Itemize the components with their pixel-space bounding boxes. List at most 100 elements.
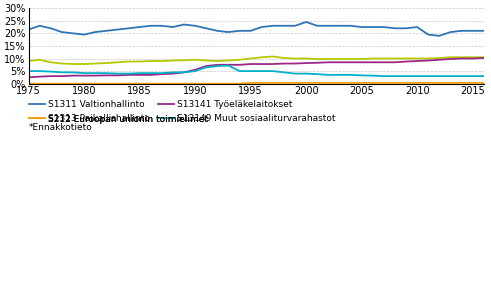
S212 Euroopan unionin toimielimet [136,82,142,85]
S13141 Työeläkelaitokset [114,74,120,77]
S212 Euroopan unionin toimielimet [170,82,176,85]
S13149 Muut sosiaaliturvarahastot [281,71,287,74]
S1313 Paikallishallinto [70,62,76,66]
S1311 Valtionhallinto [459,29,464,33]
S1311 Valtionhallinto [425,33,431,36]
S13141 Työeläkelaitokset [103,74,109,77]
S1313 Paikallishallinto [37,58,43,62]
S13149 Muut sosiaaliturvarahastot [370,74,376,78]
S1311 Valtionhallinto [358,25,364,29]
S1311 Valtionhallinto [136,25,142,29]
S13141 Työeläkelaitokset [170,72,176,75]
S212 Euroopan unionin toimielimet [148,82,154,85]
S13141 Työeläkelaitokset [136,73,142,77]
S212 Euroopan unionin toimielimet [59,82,65,85]
S1311 Valtionhallinto [381,25,387,29]
S1311 Valtionhallinto [436,34,442,38]
S1313 Paikallishallinto [203,59,209,62]
S1311 Valtionhallinto [303,20,309,24]
S1311 Valtionhallinto [192,24,198,28]
S13149 Muut sosiaaliturvarahastot [59,71,65,74]
S212 Euroopan unionin toimielimet [314,81,320,85]
S13141 Työeläkelaitokset [381,61,387,64]
S13149 Muut sosiaaliturvarahastot [336,73,342,77]
S1311 Valtionhallinto [159,24,165,28]
S13141 Työeläkelaitokset [481,56,487,60]
S212 Euroopan unionin toimielimet [358,81,364,85]
S13149 Muut sosiaaliturvarahastot [181,71,187,74]
Line: S13141 Työeläkelaitokset: S13141 Työeläkelaitokset [28,58,484,77]
S13141 Työeläkelaitokset [203,64,209,68]
S1313 Paikallishallinto [336,57,342,61]
S212 Euroopan unionin toimielimet [81,82,87,85]
S13141 Työeläkelaitokset [181,71,187,74]
S1311 Valtionhallinto [392,26,398,30]
S1311 Valtionhallinto [181,23,187,26]
S13149 Muut sosiaaliturvarahastot [403,74,409,78]
S1313 Paikallishallinto [392,57,398,60]
S1313 Paikallishallinto [370,57,376,60]
S1311 Valtionhallinto [48,26,54,30]
S13149 Muut sosiaaliturvarahastot [459,74,464,78]
S212 Euroopan unionin toimielimet [326,81,331,85]
S13141 Työeläkelaitokset [37,75,43,78]
S1313 Paikallishallinto [459,55,464,59]
S13141 Työeläkelaitokset [215,63,220,67]
S13141 Työeläkelaitokset [303,61,309,65]
S1311 Valtionhallinto [59,30,65,34]
S1311 Valtionhallinto [281,24,287,28]
S1313 Paikallishallinto [292,57,298,60]
S1311 Valtionhallinto [170,25,176,29]
S1313 Paikallishallinto [48,61,54,64]
S212 Euroopan unionin toimielimet [348,81,354,85]
S1311 Valtionhallinto [81,33,87,36]
S13149 Muut sosiaaliturvarahastot [26,69,31,73]
S13141 Työeläkelaitokset [348,61,354,64]
S212 Euroopan unionin toimielimet [392,81,398,85]
S13149 Muut sosiaaliturvarahastot [414,74,420,78]
S13141 Työeläkelaitokset [26,75,31,79]
S13141 Työeläkelaitokset [247,62,253,66]
S1313 Paikallishallinto [170,59,176,62]
S13141 Työeläkelaitokset [259,62,265,66]
S212 Euroopan unionin toimielimet [270,81,276,85]
S1311 Valtionhallinto [259,25,265,29]
S212 Euroopan unionin toimielimet [336,81,342,85]
S212 Euroopan unionin toimielimet [281,81,287,85]
S13141 Työeläkelaitokset [192,68,198,72]
S212 Euroopan unionin toimielimet [225,82,231,85]
S1311 Valtionhallinto [103,29,109,33]
S1311 Valtionhallinto [326,24,331,28]
Legend: S212 Euroopan unionin toimielimet: S212 Euroopan unionin toimielimet [28,115,209,124]
S13141 Työeläkelaitokset [70,74,76,78]
S1311 Valtionhallinto [70,32,76,35]
S13149 Muut sosiaaliturvarahastot [303,72,309,75]
S13141 Työeläkelaitokset [436,58,442,62]
S212 Euroopan unionin toimielimet [192,82,198,85]
S212 Euroopan unionin toimielimet [126,82,132,85]
S1313 Paikallishallinto [270,55,276,58]
S13149 Muut sosiaaliturvarahastot [92,71,98,75]
S13141 Työeläkelaitokset [425,59,431,62]
S13141 Työeläkelaitokset [392,61,398,64]
S1311 Valtionhallinto [126,26,132,30]
S13149 Muut sosiaaliturvarahastot [470,74,476,78]
S13149 Muut sosiaaliturvarahastot [48,70,54,73]
S212 Euroopan unionin toimielimet [237,82,243,85]
S1313 Paikallishallinto [148,59,154,63]
S13149 Muut sosiaaliturvarahastot [381,74,387,78]
S1313 Paikallishallinto [126,60,132,63]
S1311 Valtionhallinto [348,24,354,28]
S1311 Valtionhallinto [26,28,31,32]
S1313 Paikallishallinto [103,61,109,65]
S212 Euroopan unionin toimielimet [215,82,220,85]
S13141 Työeläkelaitokset [326,61,331,64]
Line: S13149 Muut sosiaaliturvarahastot: S13149 Muut sosiaaliturvarahastot [28,65,484,76]
S13141 Työeläkelaitokset [292,62,298,65]
S13141 Työeläkelaitokset [92,74,98,78]
S13149 Muut sosiaaliturvarahastot [447,74,453,78]
S1313 Paikallishallinto [414,57,420,60]
S1313 Paikallishallinto [358,57,364,61]
S1313 Paikallishallinto [326,57,331,61]
S1311 Valtionhallinto [114,28,120,32]
